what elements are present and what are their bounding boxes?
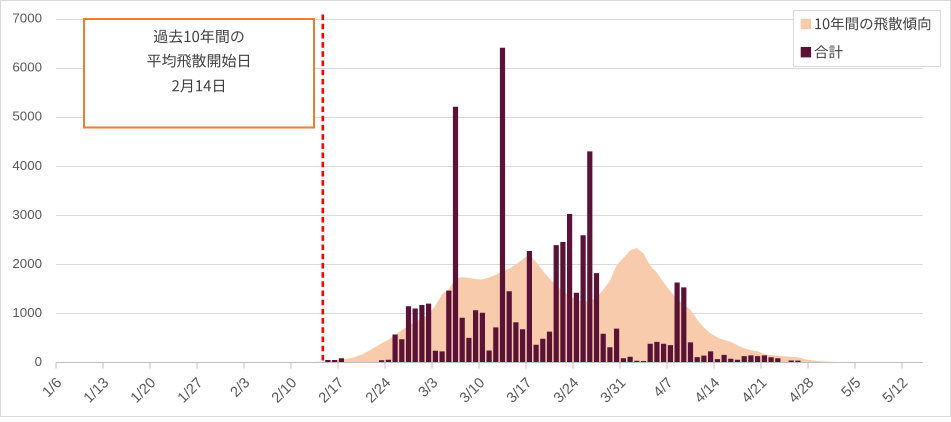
svg-text:3000: 3000 — [12, 207, 42, 222]
svg-text:4000: 4000 — [12, 158, 42, 173]
svg-text:2000: 2000 — [12, 256, 42, 271]
svg-text:7000: 7000 — [12, 11, 42, 26]
svg-text:0: 0 — [35, 354, 42, 369]
svg-text:5000: 5000 — [12, 109, 42, 124]
svg-text:1000: 1000 — [12, 305, 42, 320]
svg-text:6000: 6000 — [12, 60, 42, 75]
